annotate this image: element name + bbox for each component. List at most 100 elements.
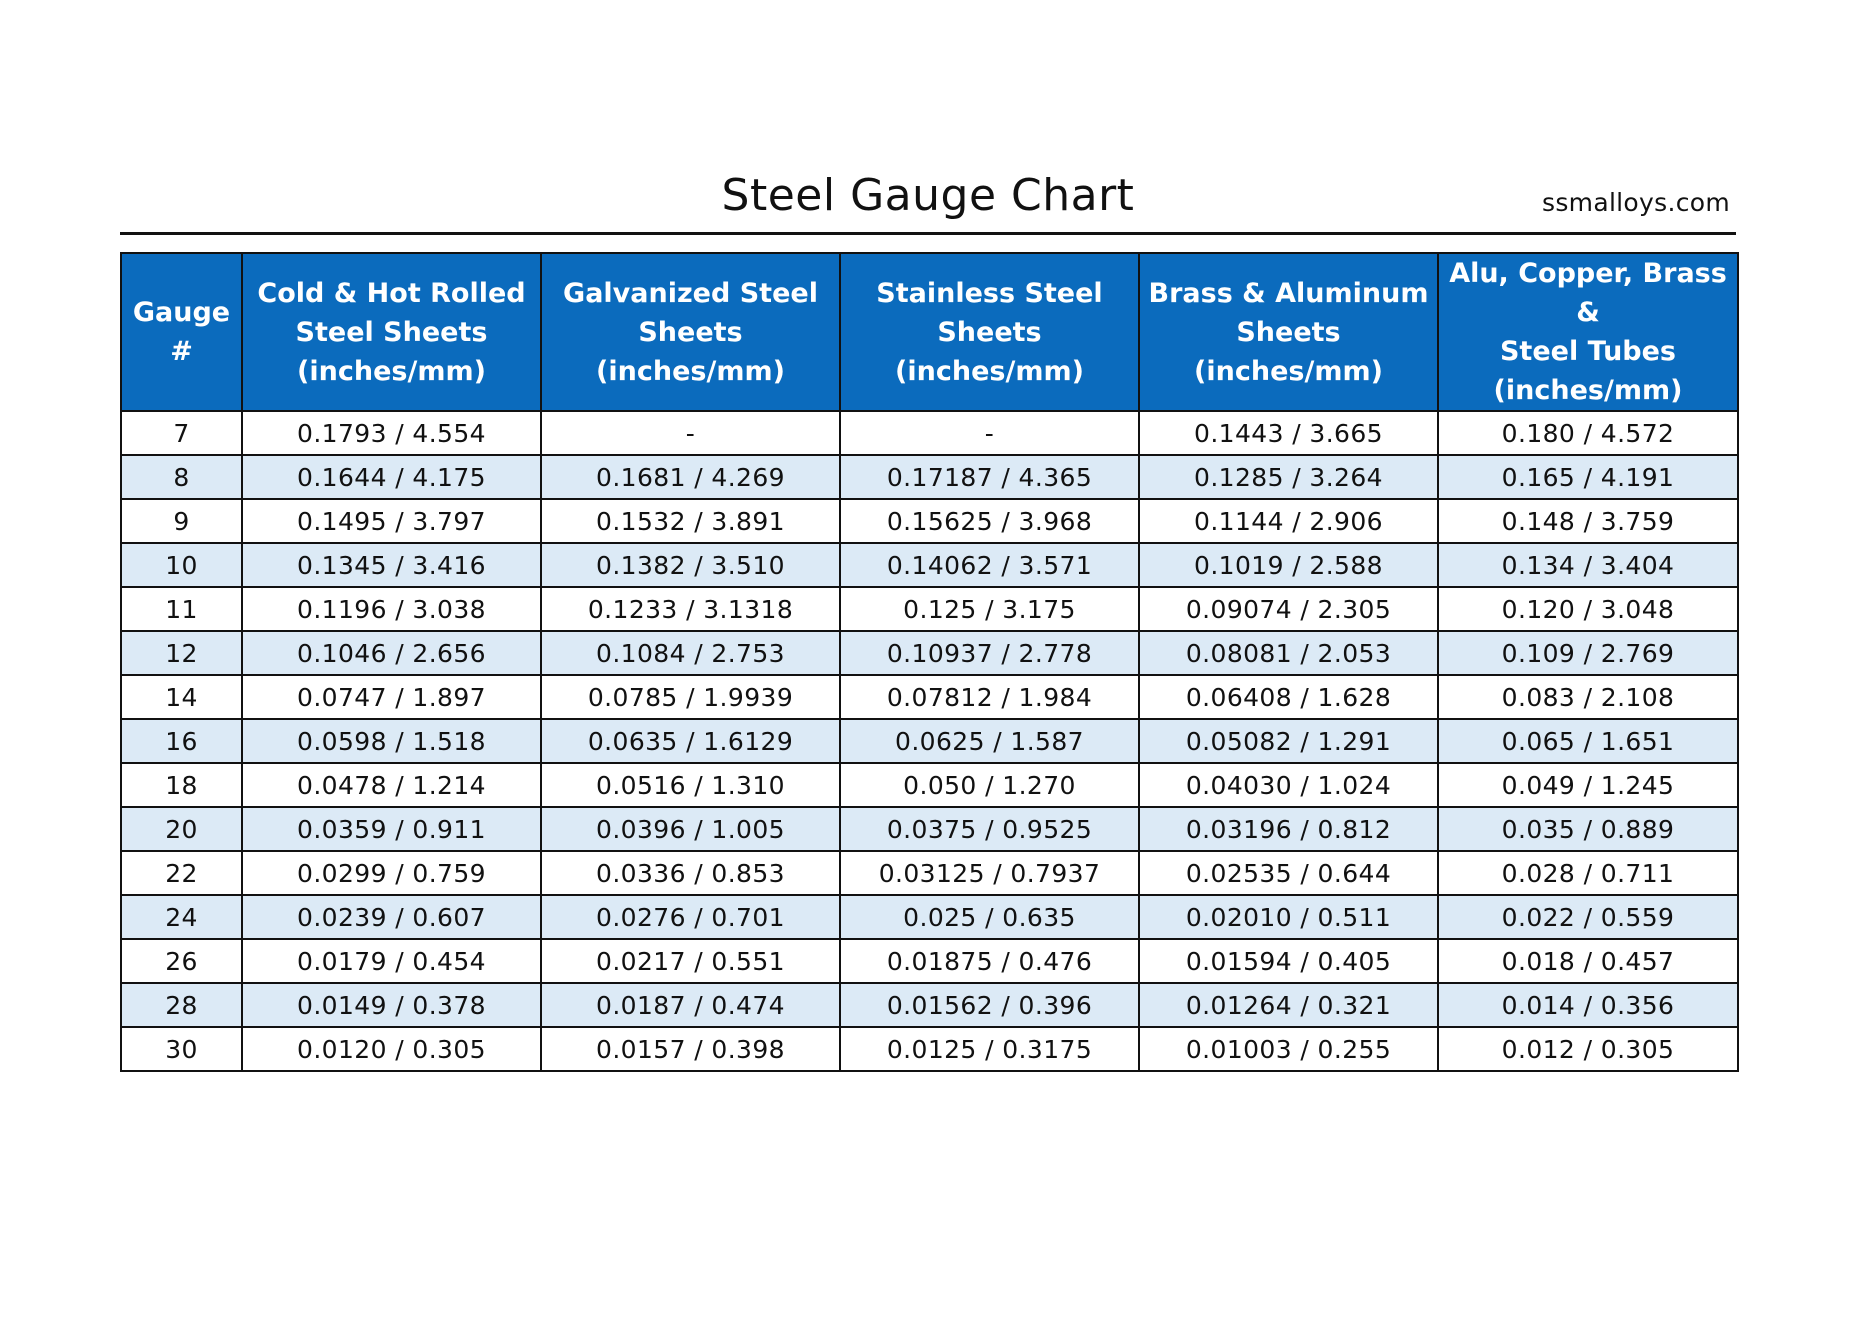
table-row: 9 0.1495 / 3.797 0.1532 / 3.891 0.15625 / 3… (120, 498, 1739, 544)
header-row: Gauge # Cold & Hot Rolled Steel Sheets (inch… (120, 252, 1739, 412)
thickness-cell: 0.01875 / 0.476 (839, 938, 1140, 984)
thickness-cell: 0.1382 / 3.510 (540, 542, 841, 588)
gauge-cell: 10 (120, 542, 243, 588)
thickness-cell: 0.028 / 0.711 (1437, 850, 1739, 896)
table-row: 30 0.0120 / 0.305 0.0157 / 0.398 0.0125 / 0… (120, 1026, 1739, 1072)
column-header-line: Steel Tubes (1499, 336, 1676, 367)
thickness-cell: - (839, 410, 1140, 456)
thickness-cell: 0.1443 / 3.665 (1138, 410, 1439, 456)
thickness-cell: 0.0635 / 1.6129 (540, 718, 841, 764)
thickness-cell: 0.134 / 3.404 (1437, 542, 1739, 588)
thickness-cell: 0.17187 / 4.365 (839, 454, 1140, 500)
thickness-cell: 0.180 / 4.572 (1437, 410, 1739, 456)
thickness-cell: 0.0336 / 0.853 (540, 850, 841, 896)
gauge-cell: 22 (120, 850, 243, 896)
table-row: 7 0.1793 / 4.554- -0.1443 / 3.665 0.180 / 4… (120, 410, 1739, 456)
thickness-cell: 0.0125 / 0.3175 (839, 1026, 1140, 1072)
thickness-cell: 0.0276 / 0.701 (540, 894, 841, 940)
thickness-cell: 0.0747 / 1.897 (241, 674, 542, 720)
gauge-cell: 26 (120, 938, 243, 984)
column-header-line: Sheets (inches/mm) (596, 316, 785, 387)
column-header: Gauge # (120, 252, 243, 412)
thickness-cell: 0.165 / 4.191 (1437, 454, 1739, 500)
column-header: Galvanized Steel Sheets (inches/mm) (540, 252, 841, 412)
thickness-cell: 0.05082 / 1.291 (1138, 718, 1439, 764)
thickness-cell: 0.1046 / 2.656 (241, 630, 542, 676)
table-row: 22 0.0299 / 0.759 0.0336 / 0.853 0.03125 / … (120, 850, 1739, 896)
thickness-cell: 0.08081 / 2.053 (1138, 630, 1439, 676)
thickness-cell: 0.02010 / 0.511 (1138, 894, 1439, 940)
column-header-line: Galvanized Steel (563, 277, 818, 309)
thickness-cell: 0.0625 / 1.587 (839, 718, 1140, 764)
thickness-cell: 0.10937 / 2.778 (839, 630, 1140, 676)
column-header-line: Brass & Aluminum (1148, 277, 1429, 309)
gauge-cell: 24 (120, 894, 243, 940)
column-header-line: (inches/mm) (1493, 375, 1683, 406)
thickness-cell: 0.0120 / 0.305 (241, 1026, 542, 1072)
column-header: Stainless Steel Sheets (inches/mm) (839, 252, 1140, 412)
thickness-cell: 0.109 / 2.769 (1437, 630, 1739, 676)
thickness-cell: 0.07812 / 1.984 (839, 674, 1140, 720)
thickness-cell: 0.1681 / 4.269 (540, 454, 841, 500)
thickness-cell: 0.050 / 1.270 (839, 762, 1140, 808)
thickness-cell: 0.0179 / 0.454 (241, 938, 542, 984)
thickness-cell: 0.01264 / 0.321 (1138, 982, 1439, 1028)
table-row: 18 0.0478 / 1.214 0.0516 / 1.310 0.050 / 1.… (120, 762, 1739, 808)
thickness-cell: 0.1144 / 2.906 (1138, 498, 1439, 544)
thickness-cell: 0.03125 / 0.7937 (839, 850, 1140, 896)
gauge-cell: 30 (120, 1026, 243, 1072)
thickness-cell: 0.1532 / 3.891 (540, 498, 841, 544)
thickness-cell: 0.018 / 0.457 (1437, 938, 1739, 984)
gauge-cell: 16 (120, 718, 243, 764)
column-header-line: # (170, 336, 193, 367)
column-header-line: Steel Sheets (295, 316, 488, 348)
thickness-cell: 0.1084 / 2.753 (540, 630, 841, 676)
table-row: 8 0.1644 / 4.175 0.1681 / 4.269 0.17187 / 4… (120, 454, 1739, 500)
thickness-cell: 0.15625 / 3.968 (839, 498, 1140, 544)
thickness-cell: 0.014 / 0.356 (1437, 982, 1739, 1028)
thickness-cell: 0.03196 / 0.812 (1138, 806, 1439, 852)
thickness-cell: 0.1019 / 2.588 (1138, 542, 1439, 588)
column-header-line: Stainless Steel Sheets (876, 277, 1103, 348)
table-row: 12 0.1046 / 2.656 0.1084 / 2.753 0.10937 / … (120, 630, 1739, 676)
column-header-line: Gauge (132, 297, 231, 328)
table-row: 24 0.0239 / 0.607 0.0276 / 0.701 0.025 / 0.… (120, 894, 1739, 940)
thickness-cell: 0.0785 / 1.9939 (540, 674, 841, 720)
gauge-cell: 9 (120, 498, 243, 544)
thickness-cell: 0.025 / 0.635 (839, 894, 1140, 940)
thickness-cell: 0.065 / 1.651 (1437, 718, 1739, 764)
thickness-cell: 0.01562 / 0.396 (839, 982, 1140, 1028)
column-header: Alu, Copper, Brass & Steel Tubes (inches/m… (1437, 252, 1739, 412)
table-row: 26 0.0179 / 0.454 0.0217 / 0.551 0.01875 / … (120, 938, 1739, 984)
table-row: 28 0.0149 / 0.378 0.0187 / 0.474 0.01562 / … (120, 982, 1739, 1028)
table-row: 10 0.1345 / 3.416 0.1382 / 3.510 0.14062 / … (120, 542, 1739, 588)
column-header-line: (inches/mm) (895, 355, 1084, 387)
table-row: 14 0.0747 / 1.897 0.0785 / 1.9939 0.07812 /… (120, 674, 1739, 720)
thickness-cell: 0.02535 / 0.644 (1138, 850, 1439, 896)
thickness-cell: 0.0516 / 1.310 (540, 762, 841, 808)
gauge-table: Gauge # Cold & Hot Rolled Steel Sheets (inch… (120, 252, 1739, 1072)
column-header: Cold & Hot Rolled Steel Sheets (inches/mm) (241, 252, 542, 412)
thickness-cell: 0.0217 / 0.551 (540, 938, 841, 984)
gauge-cell: 20 (120, 806, 243, 852)
thickness-cell: 0.125 / 3.175 (839, 586, 1140, 632)
table-body: 7 0.1793 / 4.554- -0.1443 / 3.665 0.180 / 4… (120, 410, 1739, 1072)
thickness-cell: 0.1233 / 3.1318 (540, 586, 841, 632)
gauge-cell: 12 (120, 630, 243, 676)
gauge-cell: 11 (120, 586, 243, 632)
thickness-cell: 0.06408 / 1.628 (1138, 674, 1439, 720)
column-header-line: Alu, Copper, Brass & (1449, 258, 1727, 328)
thickness-cell: 0.0239 / 0.607 (241, 894, 542, 940)
thickness-cell: 0.012 / 0.305 (1437, 1026, 1739, 1072)
table-row: 20 0.0359 / 0.911 0.0396 / 1.005 0.0375 / 0… (120, 806, 1739, 852)
column-header-line: Sheets (inches/mm) (1194, 316, 1383, 387)
table-row: 16 0.0598 / 1.518 0.0635 / 1.6129 0.0625 / … (120, 718, 1739, 764)
thickness-cell: 0.0157 / 0.398 (540, 1026, 841, 1072)
thickness-cell: 0.035 / 0.889 (1437, 806, 1739, 852)
thickness-cell: 0.0359 / 0.911 (241, 806, 542, 852)
thickness-cell: 0.1644 / 4.175 (241, 454, 542, 500)
thickness-cell: 0.1196 / 3.038 (241, 586, 542, 632)
table-row: 11 0.1196 / 3.038 0.1233 / 3.1318 0.125 / 3… (120, 586, 1739, 632)
column-header: Brass & Aluminum Sheets (inches/mm) (1138, 252, 1439, 412)
site-label: ssmalloys.com (1542, 188, 1730, 217)
